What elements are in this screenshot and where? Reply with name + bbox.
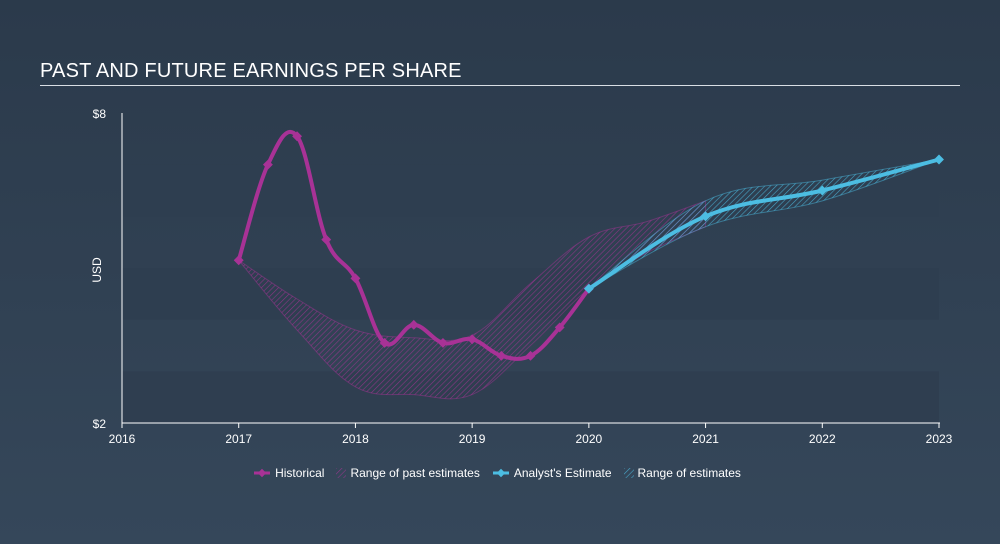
- estimate-point: [700, 211, 711, 222]
- x-tick-label: 2018: [342, 432, 369, 446]
- chart-legend: Historical Range of past estimates Analy…: [0, 466, 1000, 480]
- x-tick-label: 2020: [576, 432, 603, 446]
- historical-point: [467, 334, 478, 345]
- x-tick-label: 2016: [109, 432, 136, 446]
- historical-line-icon: [254, 468, 271, 478]
- x-tick-label: 2023: [926, 432, 953, 446]
- historical-point: [321, 234, 332, 245]
- x-tick-label: 2022: [809, 432, 836, 446]
- series-markers: [233, 131, 944, 361]
- legend-historical-label: Historical: [275, 466, 325, 480]
- legend-estimate-range-label: Range of estimates: [637, 466, 741, 480]
- analyst-estimate-line: [586, 157, 941, 291]
- chart-title: PAST AND FUTURE EARNINGS PER SHARE: [40, 60, 462, 82]
- title-divider: [40, 85, 960, 86]
- historical-point: [379, 337, 390, 348]
- estimate-range-hatch-icon: [623, 468, 634, 478]
- historical-point: [262, 159, 273, 170]
- historical-point: [292, 131, 303, 142]
- estimate-line-icon: [492, 468, 509, 478]
- historical-point: [233, 255, 244, 266]
- x-tick-label: 2017: [225, 432, 252, 446]
- estimate-point: [583, 283, 594, 294]
- historical-point: [408, 319, 419, 330]
- axes: USD $8 $2 2016 2017 2018 2019 2020 2021 2022 20…: [90, 107, 953, 446]
- y-axis-label: USD: [90, 257, 104, 283]
- historical-point: [496, 350, 507, 361]
- legend-estimate-label: Analyst's Estimate: [513, 466, 612, 480]
- historical-point: [525, 350, 536, 361]
- y-tick-label-top: $8: [93, 107, 107, 121]
- x-tick-label: 2019: [459, 432, 486, 446]
- legend-past-range-label: Range of past estimates: [350, 466, 480, 480]
- estimate-point: [817, 185, 828, 196]
- grid-band: [122, 371, 939, 423]
- legend-historical[interactable]: Historical: [253, 466, 324, 480]
- legend-past-range[interactable]: Range of past estimates: [336, 466, 480, 480]
- estimate-point: [934, 154, 944, 165]
- past-range-hatch-icon: [336, 468, 347, 478]
- historical-point: [438, 337, 448, 348]
- historical-point: [350, 273, 361, 284]
- historical-point: [554, 322, 565, 333]
- legend-estimate-range[interactable]: Range of estimates: [623, 466, 741, 480]
- legend-estimate[interactable]: Analyst's Estimate: [492, 466, 612, 480]
- y-tick-label-bottom: $2: [93, 417, 107, 431]
- x-tick-label: 2021: [692, 432, 719, 446]
